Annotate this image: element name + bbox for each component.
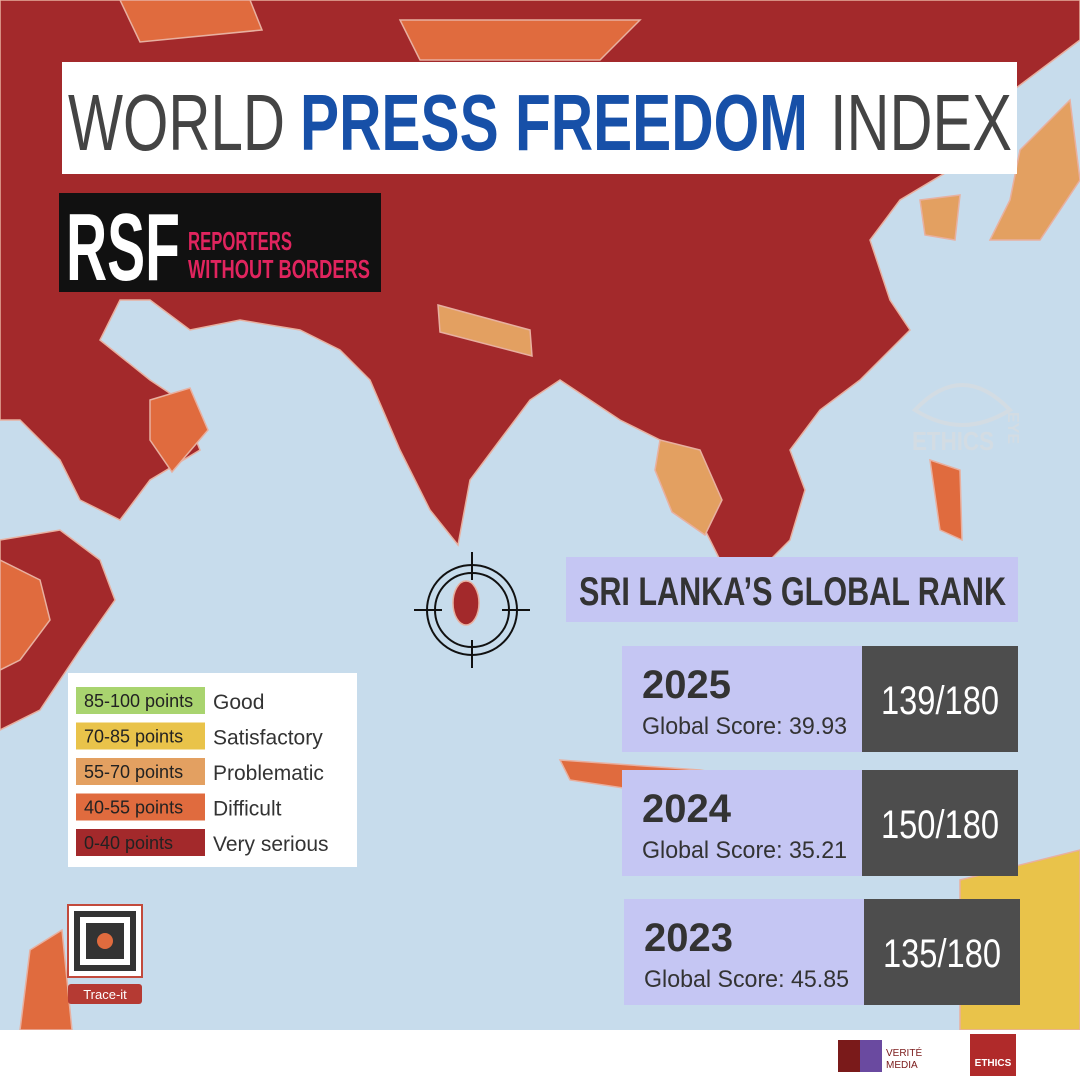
rank-value-box <box>864 899 1020 1005</box>
rank-year: 2024 <box>642 787 732 831</box>
rank-heading-box <box>566 557 1018 622</box>
rank-value-box <box>862 770 1018 876</box>
rank-year: 2023 <box>644 916 733 960</box>
rank-value: 150/180 <box>881 803 999 847</box>
qr-caption: Trace-it <box>83 987 127 1002</box>
legend-label: Difficult <box>213 798 282 821</box>
land <box>654 439 723 537</box>
rank-value-box <box>862 646 1018 752</box>
land <box>437 303 533 357</box>
watermark-text: EYE <box>1004 412 1021 444</box>
land <box>929 458 963 542</box>
footer-logo <box>838 1040 860 1072</box>
legend-label: Problematic <box>213 762 324 785</box>
rsf-mark: RSF <box>66 194 180 301</box>
legend-label: Very serious <box>213 833 329 856</box>
rank-year-box <box>622 770 862 876</box>
rank-score: Global Score: 39.93 <box>642 713 847 740</box>
rank-value: 135/180 <box>883 932 1001 976</box>
footer-text: MEDIA <box>886 1060 918 1071</box>
rank-year-box <box>622 646 862 752</box>
rank-year: 2025 <box>642 663 731 707</box>
watermark: ETHICS EYE <box>911 383 1021 456</box>
legend-swatch <box>76 758 205 785</box>
watermark-text: ETHICS <box>912 426 994 456</box>
legend-swatch <box>76 722 205 750</box>
title-box <box>62 62 1017 174</box>
footer-logo <box>860 1040 882 1072</box>
legend-label: Good <box>213 691 264 714</box>
land <box>398 19 642 61</box>
title-highlight: PRESS FREEDOM <box>300 78 808 167</box>
rank-rows: 2025 Global Score: 39.93 139/180 2024 Global… <box>622 646 1020 1005</box>
rank-value: 139/180 <box>881 679 999 723</box>
legend-swatch <box>76 687 205 714</box>
land <box>149 387 209 474</box>
footer-text: ETHICS <box>975 1058 1012 1069</box>
legend-range: 0-40 points <box>84 833 173 853</box>
rank-score: Global Score: 45.85 <box>644 966 849 993</box>
land <box>919 194 961 241</box>
rsf-name: REPORTERS <box>188 226 292 256</box>
land <box>119 0 264 43</box>
target <box>414 552 530 668</box>
legend-swatch <box>76 829 205 856</box>
land <box>988 98 1080 241</box>
rank-heading: SRI LANKA’S GLOBAL RANK <box>579 570 1006 614</box>
footer <box>0 1030 1080 1080</box>
legend-range: 70-85 points <box>84 727 183 747</box>
title-word: INDEX <box>830 78 1012 167</box>
title-word: WORLD <box>68 78 285 167</box>
rsf-logo <box>59 193 381 292</box>
legend-label: Satisfactory <box>213 727 323 750</box>
legend-rows: 85-100 points Good 70-85 points Satisfactor… <box>76 687 329 856</box>
rank-score: Global Score: 35.21 <box>642 837 847 864</box>
land <box>0 559 51 671</box>
footer-logo <box>970 1034 1016 1076</box>
qr-code: Trace-it <box>67 904 143 1004</box>
land <box>452 580 480 626</box>
legend-swatch <box>76 793 205 821</box>
qr-caption-box <box>68 984 142 1004</box>
legend-range: 85-100 points <box>84 691 193 711</box>
legend-range: 40-55 points <box>84 798 183 818</box>
footer-text: VERITÉ <box>886 1046 922 1059</box>
watermark-eye <box>911 383 1014 427</box>
rsf-name: WITHOUT BORDERS <box>188 254 370 284</box>
legend-range: 55-70 points <box>84 762 183 782</box>
qr-pattern <box>97 933 113 949</box>
rank-year-box <box>624 899 864 1005</box>
